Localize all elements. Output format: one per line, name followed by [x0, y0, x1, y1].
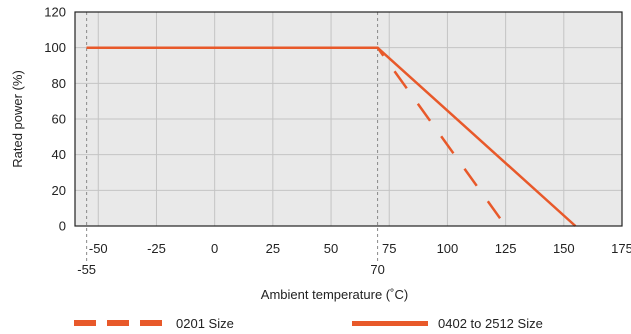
series-layer [86, 46, 577, 227]
series-line-0 [86, 46, 507, 227]
x-tick-label: 175 [611, 241, 631, 256]
y-tick-label: 20 [52, 183, 66, 198]
y-tick-label: 120 [44, 5, 66, 20]
x-tick-label: -50 [89, 241, 108, 256]
y-tick-label: 40 [52, 147, 66, 162]
legend-label-0402-2512: 0402 to 2512 Size [438, 315, 543, 331]
x-tick-label: 0 [211, 241, 218, 256]
x-tick-label: -25 [147, 241, 166, 256]
y-axis-title: Rated power (%) [10, 70, 25, 168]
legend-item-0402-2512: 0402 to 2512 Size [352, 314, 543, 332]
plot-frame [74, 11, 623, 227]
x-extra-tick-label: 70 [370, 262, 384, 277]
y-tick-label: 80 [52, 76, 66, 91]
x-extra-tick-label: -55 [77, 262, 96, 277]
x-tick-label: 50 [324, 241, 338, 256]
y-tick-label: 100 [44, 40, 66, 55]
x-tick-label: 125 [495, 241, 517, 256]
y-tick-label: 60 [52, 112, 66, 127]
x-axis-title: Ambient temperature (˚C) [261, 287, 408, 302]
x-tick-label: 75 [382, 241, 396, 256]
legend-label-0201: 0201 Size [176, 315, 234, 331]
legend-swatch-solid [352, 320, 428, 326]
y-tick-label: 0 [59, 219, 66, 234]
x-tick-label: 100 [437, 241, 459, 256]
x-tick-labels: -50 -25 0 25 50 75 100 125 150 175 -55 70 [77, 241, 631, 277]
y-tick-labels: 0 20 40 60 80 100 120 [44, 5, 66, 234]
derating-chart: 0 20 40 60 80 100 120 -50 -25 0 25 50 75 100 125 150 17… [10, 5, 631, 303]
legend-swatch-dashed [74, 320, 166, 326]
legend-item-0201: 0201 Size [74, 314, 234, 332]
x-tick-label: 150 [553, 241, 575, 256]
x-tick-label: 25 [266, 241, 280, 256]
